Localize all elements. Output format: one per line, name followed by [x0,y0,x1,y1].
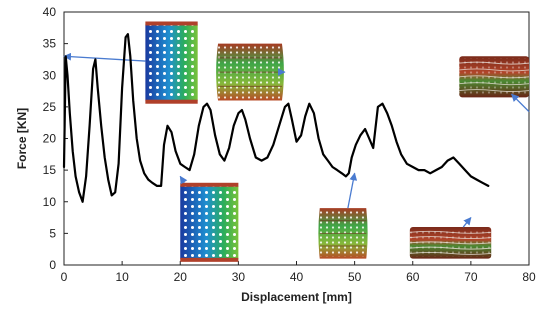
callout-arrow [63,52,146,62]
y-tick-label: 25 [43,100,57,114]
y-tick-label: 10 [43,195,57,209]
callout-arrow [462,216,472,228]
x-tick-label: 40 [290,270,304,284]
y-tick-label: 30 [43,68,57,82]
y-tick-label: 5 [49,226,56,240]
inset-tube-buckled [216,43,284,101]
x-tick-label: 60 [406,270,420,284]
force-displacement-curve [62,33,490,203]
x-tick-label: 70 [464,270,478,284]
inset-tube-folded [318,208,368,259]
inset-tube-intact [180,182,239,262]
y-tick-label: 20 [43,132,57,146]
x-tick-label: 80 [522,270,536,284]
y-axis-title: Force [KN] [15,108,29,169]
x-tick-label: 30 [232,270,246,284]
plot-area: 0 10 20 30 40 50 60 70 80 0 5 10 15 20 25 30 35 40 [43,5,536,284]
callout-arrow [179,175,188,185]
inset-tube-intact [145,21,198,104]
y-tick-label: 40 [43,5,57,19]
y-axis-ticks: 0 5 10 15 20 25 30 35 40 [43,5,68,272]
y-tick-label: 0 [49,258,56,272]
callout-arrows [63,52,530,228]
callout-arrow [511,93,530,113]
y-tick-label: 35 [43,37,57,51]
x-tick-label: 20 [174,270,188,284]
x-tick-label: 0 [61,270,68,284]
inset-stack-crushed [459,56,530,98]
y-tick-label: 15 [43,163,57,177]
callout-arrow [347,172,358,209]
simulation-insets [145,21,530,262]
x-tick-label: 10 [115,270,129,284]
inset-stack-crushed [409,227,492,259]
x-axis-ticks: 0 10 20 30 40 50 60 70 80 [61,261,536,284]
x-tick-label: 50 [348,270,362,284]
x-axis-title: Displacement [mm] [241,290,352,304]
